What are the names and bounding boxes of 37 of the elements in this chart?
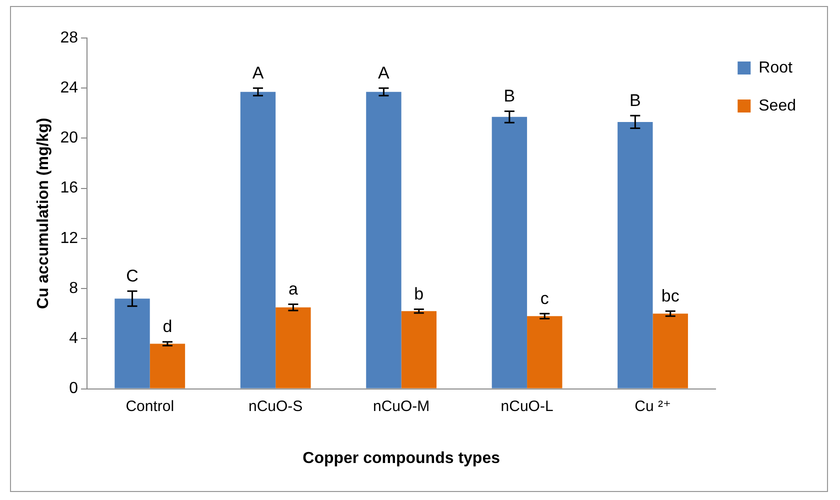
bar [492, 116, 528, 388]
bar [150, 344, 186, 388]
annotation: d [162, 317, 172, 336]
annotation: b [414, 284, 424, 304]
annotation: bc [661, 286, 680, 306]
x-tick-label: nCuO-L [500, 398, 554, 415]
bar [618, 122, 653, 388]
annotation: c [540, 288, 550, 308]
bar [652, 314, 688, 388]
y-tick-label: 28 [60, 29, 78, 46]
y-tick-label: 8 [69, 280, 78, 297]
annotation: C [126, 266, 138, 286]
legend-label: Root [758, 59, 793, 76]
annotation: a [288, 279, 298, 298]
bar [366, 92, 402, 388]
y-tick-label: 24 [60, 80, 78, 97]
y-tick-label: 12 [60, 230, 78, 247]
bar [276, 307, 311, 388]
x-axis-title: Copper compounds types [302, 450, 500, 467]
annotation: B [629, 90, 641, 110]
bar [401, 311, 437, 388]
y-tick-label: 20 [60, 130, 78, 147]
legend-label: Seed [758, 97, 796, 114]
annotation: A [252, 63, 264, 82]
bar [527, 316, 562, 388]
x-tick-label: Cu ²⁺ [634, 398, 671, 415]
bar [240, 92, 276, 388]
annotation: A [378, 63, 390, 82]
y-tick-label: 4 [69, 330, 78, 348]
annotation: B [504, 86, 516, 106]
x-tick-label: nCuO-S [248, 398, 303, 415]
y-tick-label: 0 [69, 380, 78, 398]
bar [114, 298, 150, 388]
y-axis-title: Cu accumulation (mg/kg) [35, 118, 52, 309]
x-tick-label: Control [126, 398, 174, 415]
y-tick-label: 16 [60, 180, 78, 197]
x-tick-label: nCuO-M [372, 398, 430, 415]
